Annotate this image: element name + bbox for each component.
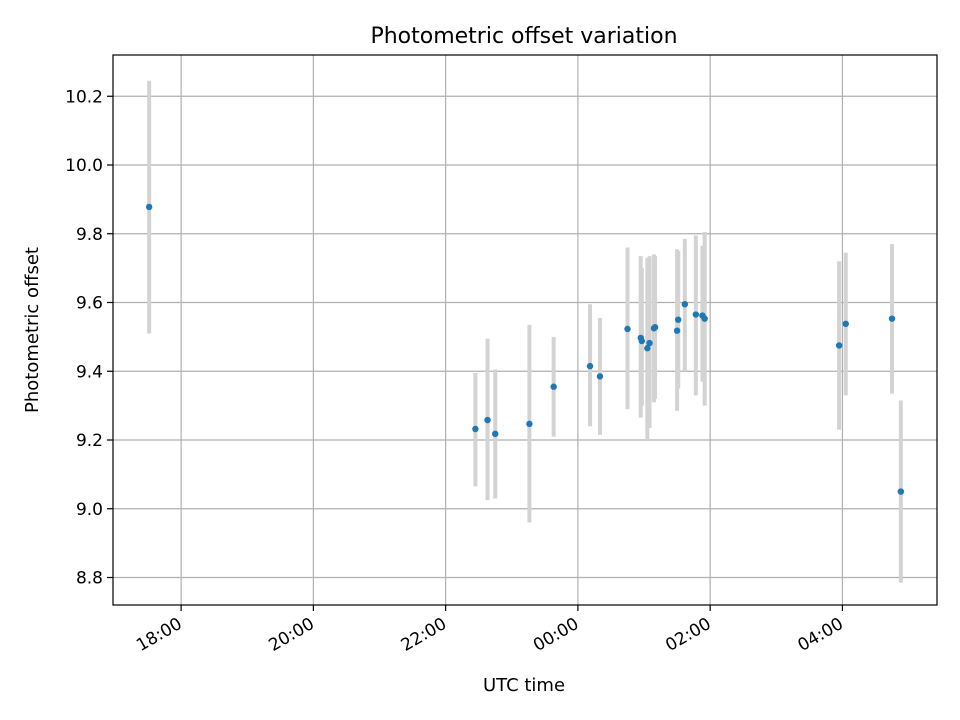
y-axis-label: Photometric offset <box>22 247 43 413</box>
x-tick-label: 02:00 <box>662 614 714 656</box>
data-point <box>842 320 849 328</box>
x-tick-label: 00:00 <box>530 614 582 656</box>
data-point <box>472 425 479 433</box>
y-tick-label: 10.0 <box>65 156 103 176</box>
y-tick-label: 9.2 <box>76 431 103 451</box>
data-point <box>638 337 646 345</box>
data-point <box>586 362 594 370</box>
data-point <box>651 324 659 331</box>
data-point <box>681 301 689 308</box>
data-points <box>145 203 905 495</box>
data-point <box>835 342 843 349</box>
data-point <box>550 383 557 390</box>
data-point <box>646 339 653 347</box>
data-point <box>701 315 708 322</box>
data-point <box>484 416 491 424</box>
x-axis-label: UTC time <box>483 675 565 696</box>
y-tick-label: 9.6 <box>76 294 103 314</box>
plot-frame <box>112 54 938 606</box>
y-tick-label: 9.0 <box>76 500 103 520</box>
data-point <box>644 345 651 352</box>
y-tick-label: 10.2 <box>65 87 103 107</box>
data-point <box>675 316 682 323</box>
data-point <box>673 327 681 334</box>
data-point <box>145 203 153 211</box>
x-tick-label: 22:00 <box>398 614 450 656</box>
x-axis-ticks: 18:00 20:00 22:00 00:00 02:00 04:00 <box>133 605 847 656</box>
data-point <box>596 373 604 380</box>
y-tick-label: 8.8 <box>76 569 103 589</box>
y-tick-label: 9.4 <box>76 362 103 382</box>
data-point <box>624 325 631 333</box>
x-tick-label: 04:00 <box>794 614 846 656</box>
data-point <box>888 315 896 322</box>
y-tick-label: 9.8 <box>76 225 103 245</box>
grid-lines <box>113 55 937 605</box>
data-point <box>526 420 533 428</box>
y-axis-ticks: 8.8 9.0 9.2 9.4 9.6 9.8 10.0 10.2 <box>65 87 113 589</box>
chart-title: Photometric offset variation <box>370 24 677 49</box>
data-point <box>897 488 905 495</box>
data-point <box>492 430 499 438</box>
x-tick-label: 20:00 <box>265 614 317 656</box>
x-tick-label: 18:00 <box>133 614 185 656</box>
data-point <box>692 311 700 318</box>
error-bars <box>147 80 903 583</box>
